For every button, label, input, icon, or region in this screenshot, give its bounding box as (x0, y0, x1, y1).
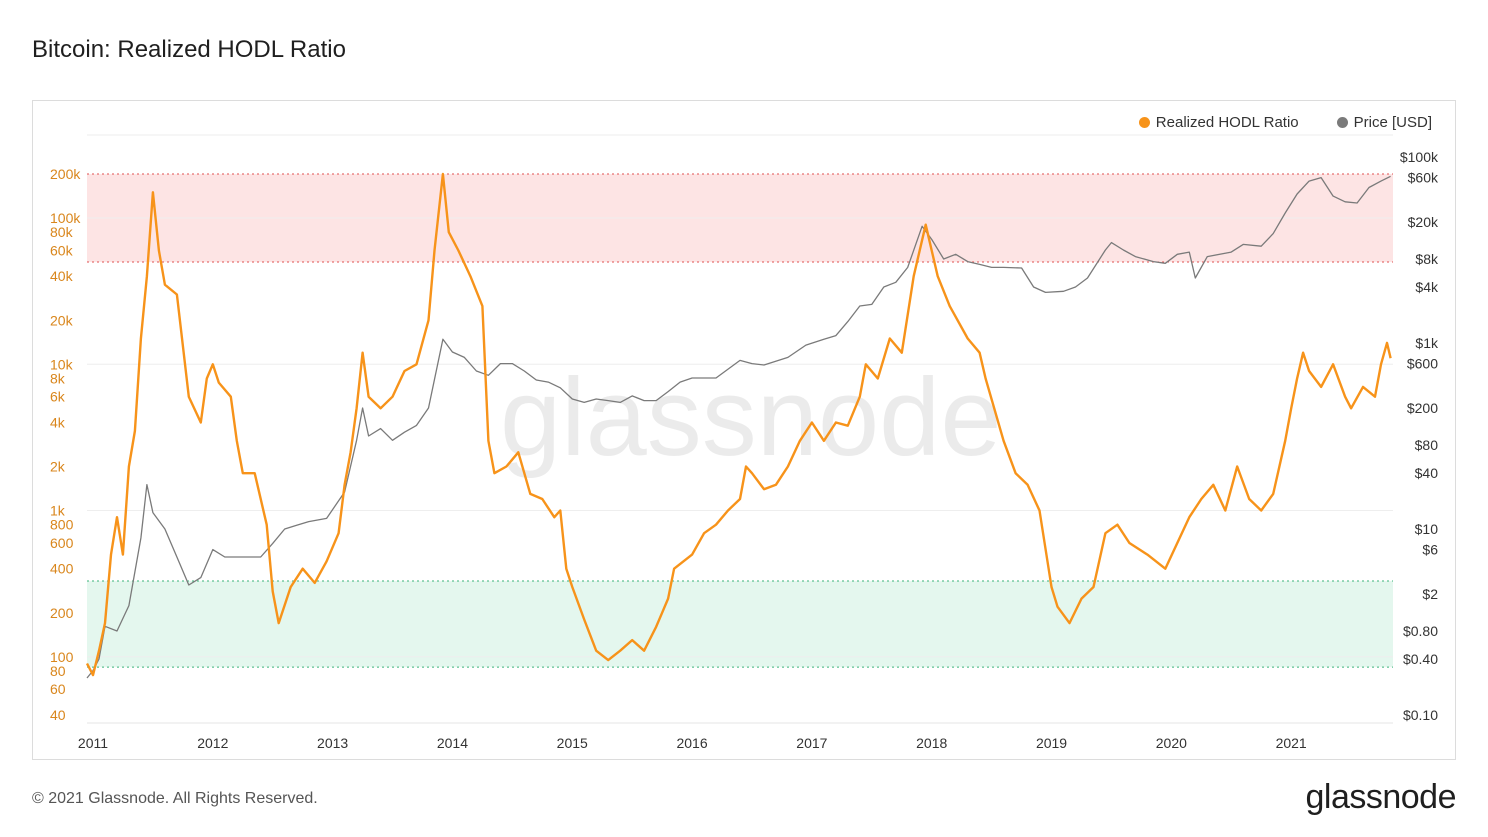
legend-dot-price (1336, 117, 1348, 128)
x-tick-label: 2015 (557, 735, 588, 751)
x-axis-ticks: 2011 2012 2013 2014 2015 2016 2017 2018 2019 2020… (78, 735, 1307, 751)
right-axis-ticks: $100k $60k $20k $8k $4k $1k $600 $200 $80 $40 $10 $… (1400, 149, 1439, 723)
legend-label-rhodl: Realized HODL Ratio (1155, 114, 1299, 131)
right-tick-label: $60k (1408, 170, 1439, 186)
left-tick-label: 400 (50, 561, 74, 577)
series-line-rhodl (85, 172, 1392, 677)
right-tick-label: $6 (1422, 542, 1438, 558)
x-tick-label: 2020 (1156, 735, 1187, 751)
legend-label-price: Price [USD] (1353, 114, 1432, 131)
right-tick-label: $80 (1415, 437, 1439, 453)
left-tick-label: 20k (50, 312, 74, 328)
left-tick-label: 800 (50, 517, 74, 533)
x-tick-label: 2018 (916, 735, 947, 751)
right-tick-label: $8k (1415, 251, 1439, 267)
left-tick-label: 4k (50, 414, 66, 430)
x-tick-label: 2012 (197, 735, 228, 751)
footer-logo: glassnode (1305, 778, 1456, 816)
right-tick-label: $4k (1415, 279, 1439, 295)
right-tick-label: $1k (1415, 335, 1439, 351)
left-tick-label: 80 (50, 663, 66, 679)
right-tick-label: $40 (1415, 465, 1439, 481)
grid-lines (87, 134, 1393, 724)
left-tick-label: 8k (50, 370, 66, 386)
left-tick-label: 80k (50, 224, 74, 240)
series-line-price (86, 175, 1391, 679)
x-tick-label: 2013 (317, 735, 348, 751)
ratio-bands (87, 173, 1393, 668)
left-tick-label: 60 (50, 681, 66, 697)
left-tick-label: 6k (50, 389, 66, 405)
right-tick-label: $2 (1422, 586, 1438, 602)
right-tick-label: $200 (1407, 400, 1438, 416)
right-tick-label: $0.40 (1403, 651, 1438, 667)
left-tick-label: 200k (50, 166, 81, 182)
legend-item-rhodl[interactable]: Realized HODL Ratio (1138, 114, 1299, 131)
left-tick-label: 40k (50, 268, 74, 284)
left-tick-label: 2k (50, 459, 66, 475)
right-tick-label: $600 (1407, 356, 1438, 372)
series-lines (85, 172, 1392, 679)
left-tick-label: 600 (50, 535, 74, 551)
footer-copyright: © 2021 Glassnode. All Rights Reserved. (32, 790, 318, 807)
left-tick-label: 40 (50, 707, 66, 723)
band-bottom (87, 580, 1393, 668)
chart-panel (32, 100, 1456, 760)
right-tick-label: $0.80 (1403, 623, 1438, 639)
x-tick-label: 2014 (437, 735, 468, 751)
x-tick-label: 2021 (1276, 735, 1307, 751)
legend-item-price[interactable]: Price [USD] (1336, 114, 1432, 131)
left-tick-label: 100 (50, 649, 74, 665)
x-tick-label: 2016 (676, 735, 707, 751)
legend: Realized HODL Ratio Price [USD] (1138, 114, 1432, 131)
left-tick-label: 10k (50, 356, 74, 372)
right-tick-label: $0.10 (1403, 707, 1438, 723)
watermark: glassnode (500, 356, 1002, 479)
right-tick-label: $10 (1415, 521, 1439, 537)
page-title: Bitcoin: Realized HODL Ratio (32, 36, 346, 63)
left-tick-label: 60k (50, 242, 74, 258)
left-tick-label: 200 (50, 605, 74, 621)
x-tick-label: 2019 (1036, 735, 1067, 751)
x-tick-label: 2017 (796, 735, 827, 751)
left-tick-label: 1k (50, 503, 66, 519)
right-tick-label: $20k (1408, 214, 1439, 230)
right-tick-label: $100k (1400, 149, 1439, 165)
left-tick-label: 100k (50, 210, 81, 226)
x-tick-label: 2011 (78, 735, 108, 751)
legend-dot-rhodl (1138, 117, 1150, 128)
